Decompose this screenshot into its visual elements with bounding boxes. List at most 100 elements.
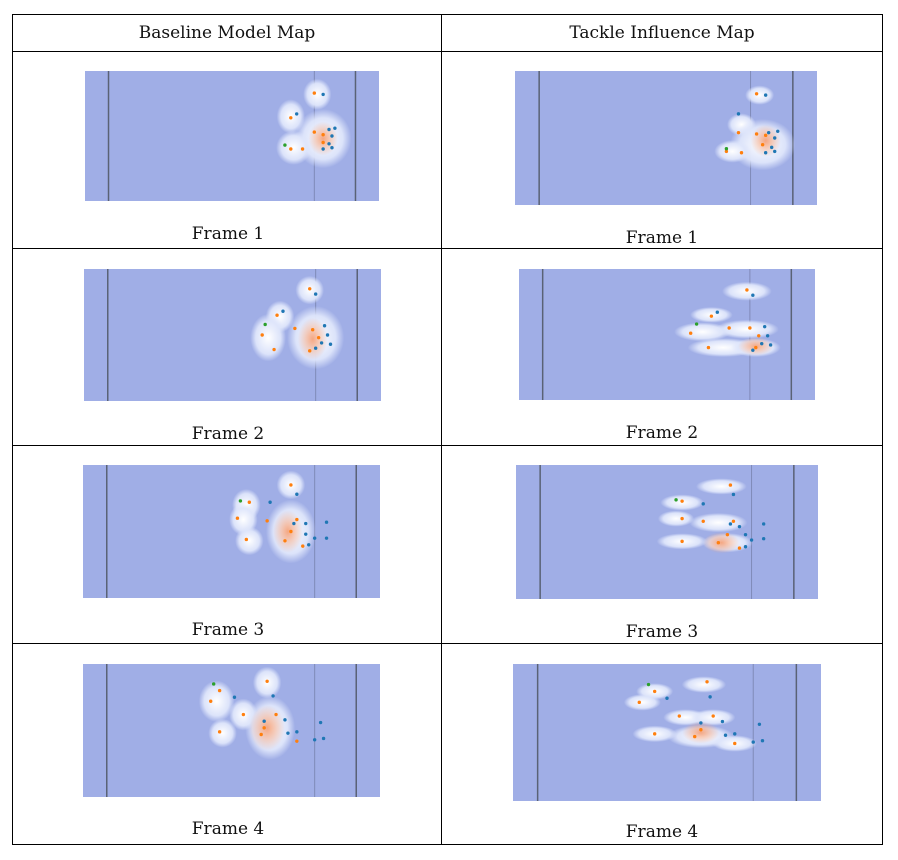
ball-carrier-dot (646, 682, 651, 687)
tackle-frame-4-map (513, 664, 821, 801)
defense-player-dot (768, 343, 773, 347)
defense-player-dot (751, 348, 755, 352)
offense-player-dot (217, 730, 222, 734)
influence-halo (303, 78, 332, 110)
defense-player-dot (271, 694, 275, 698)
defense-player-dot (761, 522, 766, 526)
ball-carrier-dot (238, 499, 243, 503)
tackle-frame-3-caption: Frame 3 (625, 622, 699, 642)
influence-hotspot (249, 705, 285, 751)
defense-player-dot (328, 342, 333, 346)
offense-player-dot (711, 714, 715, 718)
defense-player-dot (766, 130, 771, 135)
field-svg (84, 269, 381, 401)
defense-player-dot (324, 520, 329, 524)
offense-player-dot (701, 519, 705, 523)
offense-player-dot (310, 328, 315, 332)
defense-player-dot (324, 536, 329, 540)
offense-player-dot (265, 679, 269, 683)
offense-player-dot (677, 714, 682, 718)
tackle-frame-2-caption: Frame 2 (625, 423, 699, 443)
offense-player-dot (637, 700, 641, 705)
offense-player-dot (321, 140, 325, 145)
field-svg (85, 71, 379, 201)
defense-player-dot (321, 92, 325, 97)
defense-player-dot (333, 126, 337, 130)
field-svg (516, 465, 818, 599)
defense-player-dot (312, 738, 317, 742)
defense-player-dot (701, 502, 705, 506)
baseline-frame-4-map (83, 664, 380, 797)
baseline-frame-2-map (84, 269, 381, 401)
ball-carrier-dot (724, 147, 729, 151)
offense-player-dot (745, 288, 749, 292)
defense-player-dot (731, 492, 736, 497)
offense-player-dot (289, 116, 293, 120)
defense-player-dot (770, 145, 774, 150)
offense-player-dot (727, 326, 731, 330)
table-border-middle (441, 14, 442, 845)
defense-player-dot (319, 341, 324, 345)
field-background (516, 465, 818, 599)
offense-player-dot (652, 732, 657, 736)
defense-player-dot (751, 293, 755, 297)
offense-player-dot (757, 334, 761, 338)
offense-player-dot (737, 546, 742, 550)
defense-player-dot (232, 695, 237, 699)
table-border-header (12, 51, 883, 52)
offense-player-dot (728, 483, 733, 487)
defense-player-dot (283, 718, 287, 722)
offense-player-dot (308, 349, 312, 353)
offense-player-dot (754, 345, 758, 350)
defense-player-dot (327, 142, 331, 146)
baseline-frame-4-caption: Frame 4 (191, 819, 265, 839)
comparison-table: Baseline Model Map Tackle Influence Map (12, 14, 883, 845)
defense-player-dot (325, 333, 330, 337)
offense-player-dot (312, 91, 317, 95)
defense-player-dot (330, 146, 334, 150)
offense-player-dot (688, 331, 693, 335)
defense-player-dot (763, 151, 768, 155)
offense-player-dot (262, 726, 266, 730)
offense-player-dot (244, 537, 249, 542)
influence-halo (235, 526, 264, 556)
offense-player-dot (706, 345, 711, 350)
offense-player-dot (709, 314, 714, 318)
table-border-row3 (12, 643, 883, 644)
defense-player-dot (286, 731, 290, 735)
baseline-frame-2-caption: Frame 2 (191, 424, 265, 444)
tackle-frame-1-map (515, 71, 817, 205)
baseline-frame-1-map (85, 71, 379, 201)
influence-hotspot (297, 317, 328, 361)
influence-halo (681, 676, 727, 693)
offense-player-dot (731, 519, 736, 523)
offense-player-dot (289, 529, 293, 534)
tackle-frame-1-caption: Frame 1 (625, 228, 699, 248)
tackle-frame-3-map (516, 465, 818, 599)
defense-player-dot (761, 537, 766, 541)
field-svg (83, 664, 380, 797)
offense-player-dot (295, 517, 299, 522)
offense-player-dot (736, 130, 741, 135)
offense-player-dot (274, 712, 278, 717)
defense-player-dot (760, 739, 765, 743)
defense-player-dot (699, 721, 703, 725)
offense-player-dot (265, 519, 269, 523)
offense-player-dot (680, 539, 684, 544)
defense-player-dot (720, 719, 725, 724)
ball-carrier-dot (694, 322, 699, 326)
offense-player-dot (652, 689, 657, 694)
influence-halo (695, 478, 747, 495)
defense-player-dot (749, 538, 754, 542)
defense-player-dot (321, 736, 326, 741)
table-border-row1 (12, 248, 883, 249)
offense-player-dot (301, 544, 305, 548)
defense-player-dot (743, 545, 748, 549)
offense-player-dot (760, 143, 765, 147)
defense-player-dot (773, 136, 777, 140)
offense-player-dot (295, 739, 299, 743)
offense-player-dot (300, 147, 305, 151)
ball-carrier-dot (674, 498, 678, 502)
field-background (83, 465, 380, 598)
defense-player-dot (292, 521, 296, 526)
